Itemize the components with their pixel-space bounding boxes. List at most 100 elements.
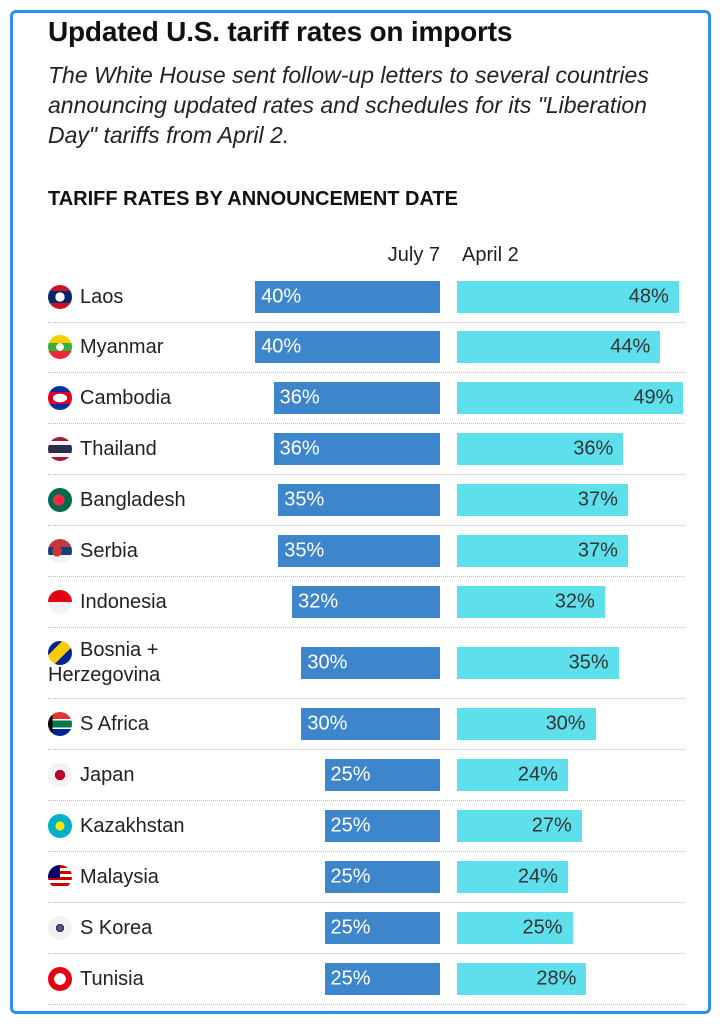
chart-subtitle: The White House sent follow-up letters t…: [48, 62, 649, 148]
data-label: 24%: [517, 865, 558, 888]
bar-april-2: 36%: [457, 433, 624, 465]
cambodia-flag-icon: [48, 386, 72, 410]
kazakhstan-flag-icon: [48, 814, 72, 838]
data-label: 30%: [307, 651, 348, 674]
data-label: 37%: [577, 539, 618, 562]
data-label: 48%: [628, 285, 669, 308]
chart-row: Myanmar 40% 44%: [48, 322, 684, 373]
chart-row: Thailand 36% 36%: [48, 424, 684, 475]
category-label: Kazakhstan: [80, 815, 185, 837]
chart-row: Japan 25% 24%: [48, 750, 684, 801]
bar-april-2: 28%: [457, 963, 587, 995]
bar-april-2: 49%: [457, 382, 684, 414]
category-label: Malaysia: [80, 866, 159, 888]
data-label: 49%: [633, 386, 674, 409]
thailand-flag-icon: [48, 437, 72, 461]
data-label: 25%: [522, 916, 563, 939]
bar-april-2: 30%: [457, 708, 596, 740]
chart-row: Tunisia 25% 28%: [48, 954, 684, 1005]
category-label: Indonesia: [80, 591, 167, 613]
data-label: 25%: [330, 865, 371, 888]
indonesia-flag-icon: [48, 590, 72, 614]
tunisia-flag-icon: [48, 967, 72, 991]
data-label: 40%: [261, 285, 302, 308]
data-label: 25%: [330, 814, 371, 837]
data-label: 25%: [330, 763, 371, 786]
bar-july-7: 40%: [255, 331, 440, 363]
chart-title: Updated U.S. tariff rates on imports: [48, 16, 513, 47]
data-label: 44%: [610, 335, 651, 358]
bar-july-7: 36%: [273, 382, 440, 414]
data-label: 36%: [279, 386, 320, 409]
data-label: 28%: [536, 967, 577, 990]
category-label: Tunisia: [80, 968, 144, 990]
category-label: Myanmar: [80, 336, 164, 358]
category-label: Cambodia: [80, 387, 172, 409]
data-label: 37%: [577, 488, 618, 511]
bar-july-7: 25%: [324, 963, 440, 995]
bar-april-2: 27%: [457, 810, 582, 842]
bar-july-7: 25%: [324, 861, 440, 893]
chart-row: Bosnia + Herzegovina 30% 35%: [48, 628, 684, 699]
bar-july-7: 25%: [324, 759, 440, 791]
data-label: 36%: [573, 437, 614, 460]
data-label: 24%: [517, 763, 558, 786]
bar-july-7: 25%: [324, 912, 440, 944]
bar-april-2: 32%: [457, 586, 605, 618]
south-korea-flag-icon: [48, 916, 72, 940]
bar-april-2: 35%: [457, 647, 619, 679]
category-label: Laos: [80, 286, 124, 308]
bar-july-7: 36%: [273, 433, 440, 465]
chart-row: Indonesia 32% 32%: [48, 577, 684, 628]
bar-april-2: 24%: [457, 861, 568, 893]
chart-row: Laos 40% 48%: [48, 272, 684, 323]
category-label: Bangladesh: [80, 489, 186, 511]
bar-july-7: 25%: [324, 810, 440, 842]
category-label: Japan: [80, 764, 135, 786]
bar-july-7: 30%: [301, 708, 440, 740]
category-label: S Africa: [80, 713, 149, 735]
malaysia-flag-icon: [48, 865, 72, 889]
category-label: Serbia: [80, 540, 138, 562]
data-label: 25%: [330, 916, 371, 939]
chart-row: Bangladesh 35% 37%: [48, 475, 684, 526]
bar-july-7: 35%: [278, 484, 440, 516]
data-label: 36%: [279, 437, 320, 460]
bar-april-2: 24%: [457, 759, 568, 791]
data-label: 25%: [330, 967, 371, 990]
data-label: 30%: [307, 712, 348, 735]
chart-row: S Korea 25% 25%: [48, 903, 684, 954]
chart-row: Kazakhstan 25% 27%: [48, 801, 684, 852]
bar-april-2: 37%: [457, 484, 628, 516]
bar-april-2: 44%: [457, 331, 661, 363]
bar-april-2: 25%: [457, 912, 573, 944]
legend-april-2: April 2: [462, 244, 519, 266]
legend-july-7: July 7: [387, 244, 440, 266]
category-label: Bosnia + Herzegovina: [48, 639, 161, 686]
bar-july-7: 35%: [278, 535, 440, 567]
bangladesh-flag-icon: [48, 488, 72, 512]
bar-july-7: 32%: [292, 586, 440, 618]
data-label: 40%: [261, 335, 302, 358]
data-label: 35%: [284, 488, 325, 511]
south-africa-flag-icon: [48, 712, 72, 736]
data-label: 27%: [531, 814, 572, 837]
data-label: 30%: [545, 712, 586, 735]
laos-flag-icon: [48, 285, 72, 309]
bosnia-flag-icon: [48, 641, 72, 665]
bar-july-7: 30%: [301, 647, 440, 679]
chart-row: S Africa 30% 30%: [48, 699, 684, 750]
data-label: 35%: [284, 539, 325, 562]
serbia-flag-icon: [48, 539, 72, 563]
data-label: 35%: [568, 651, 609, 674]
bar-april-2: 48%: [457, 281, 679, 313]
chart-row: Serbia 35% 37%: [48, 526, 684, 577]
section-title: TARIFF RATES BY ANNOUNCEMENT DATE: [48, 188, 458, 210]
data-label: 32%: [298, 590, 339, 613]
bar-april-2: 37%: [457, 535, 628, 567]
chart-row: Cambodia 36% 49%: [48, 373, 684, 424]
myanmar-flag-icon: [48, 335, 72, 359]
category-label: S Korea: [80, 917, 153, 939]
japan-flag-icon: [48, 763, 72, 787]
bar-july-7: 40%: [255, 281, 440, 313]
